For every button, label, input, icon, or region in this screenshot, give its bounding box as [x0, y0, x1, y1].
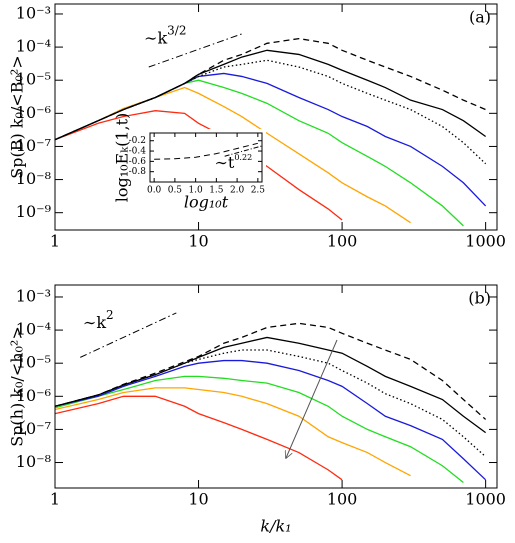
data-line [55, 37, 486, 141]
data-line [55, 395, 343, 481]
inset-background [118, 129, 266, 212]
panel-label: (a) [469, 8, 491, 27]
x-tick-label: 1 [50, 490, 60, 509]
x-tick-label: 10 [188, 232, 208, 251]
plot-lines [154, 142, 262, 160]
panel-label: (b) [468, 289, 491, 308]
y-axis-label: log₁₀Eₖ(1,t) [113, 113, 132, 203]
y-tick-label: 10⁻⁹ [16, 202, 52, 221]
y-tick-label: 10⁻³ [16, 286, 51, 305]
data-line [154, 142, 258, 160]
y-tick-label: 10⁻⁷ [16, 419, 51, 438]
data-line [55, 375, 464, 483]
reference-label-exponent: 2 [106, 308, 114, 322]
plot-frame [149, 132, 263, 183]
plot-lines [55, 33, 487, 227]
x-tick-label: 1.5 [209, 186, 224, 196]
data-line [55, 86, 411, 224]
y-tick-label: 10⁻³ [16, 3, 51, 22]
y-tick-label: 10⁻⁴ [16, 320, 51, 339]
reference-label-base: ∼k [144, 28, 167, 47]
y-tick-label: 10⁻⁷ [16, 136, 51, 155]
y-tick-label: 10⁻⁶ [16, 103, 51, 122]
reference-label: ∼t0.22 [215, 153, 253, 172]
x-tick-label: 1000 [465, 490, 506, 509]
y-tick-label: -0.6 [129, 157, 147, 167]
reference-label-exponent: 3/2 [167, 23, 186, 37]
x-tick-label: 0.5 [168, 186, 183, 196]
x-tick-label: 1000 [465, 232, 506, 251]
y-tick-label: -0.2 [129, 136, 146, 146]
x-tick-label: 10 [188, 490, 208, 509]
x-axis-label: k/k₁ [260, 517, 291, 536]
plot-frame [54, 3, 498, 231]
x-tick-label: 2.5 [251, 186, 266, 196]
reference-line [224, 145, 262, 157]
y-tick-label: 10⁻⁵ [16, 353, 51, 372]
y-tick-label: 10⁻⁵ [16, 70, 51, 89]
reference-line [148, 33, 242, 68]
y-tick-label: 10⁻⁸ [16, 169, 51, 188]
plot-lines [55, 312, 487, 483]
reference-label: ∼k2 [83, 308, 114, 332]
y-axis-label: Sp(h) k₀/<h₀²> [8, 326, 27, 447]
y-tick-label: 10⁻⁴ [16, 37, 51, 56]
data-line [55, 359, 487, 481]
x-tick-label: 0.0 [147, 186, 162, 196]
data-line [55, 322, 487, 420]
reference-label-base: ∼k [83, 313, 106, 332]
data-line [55, 387, 411, 477]
reference-label-exponent: 0.22 [234, 153, 252, 162]
arrow [286, 339, 338, 458]
y-axis-label: Sp(B) k₀/<B₀²> [8, 55, 27, 178]
reference-label-base: ∼t [215, 153, 235, 172]
x-tick-label: 100 [327, 232, 358, 251]
y-tick-label: 10⁻⁶ [16, 386, 51, 405]
x-tick-label: 2.0 [230, 186, 245, 196]
y-tick-label: 10⁻⁸ [16, 452, 51, 471]
y-tick-label: -0.4 [129, 147, 147, 157]
x-tick-label: 1 [50, 232, 60, 251]
y-tick-label: -0.8 [129, 167, 147, 177]
reference-line [80, 312, 177, 358]
reference-label: ∼k3/2 [144, 23, 186, 47]
data-line [55, 349, 487, 458]
x-tick-label: 100 [327, 490, 358, 509]
x-tick-label: 1.0 [188, 186, 203, 196]
plot-frame [54, 284, 498, 489]
x-axis-label: log₁₀t [184, 193, 229, 212]
data-line [55, 336, 487, 434]
